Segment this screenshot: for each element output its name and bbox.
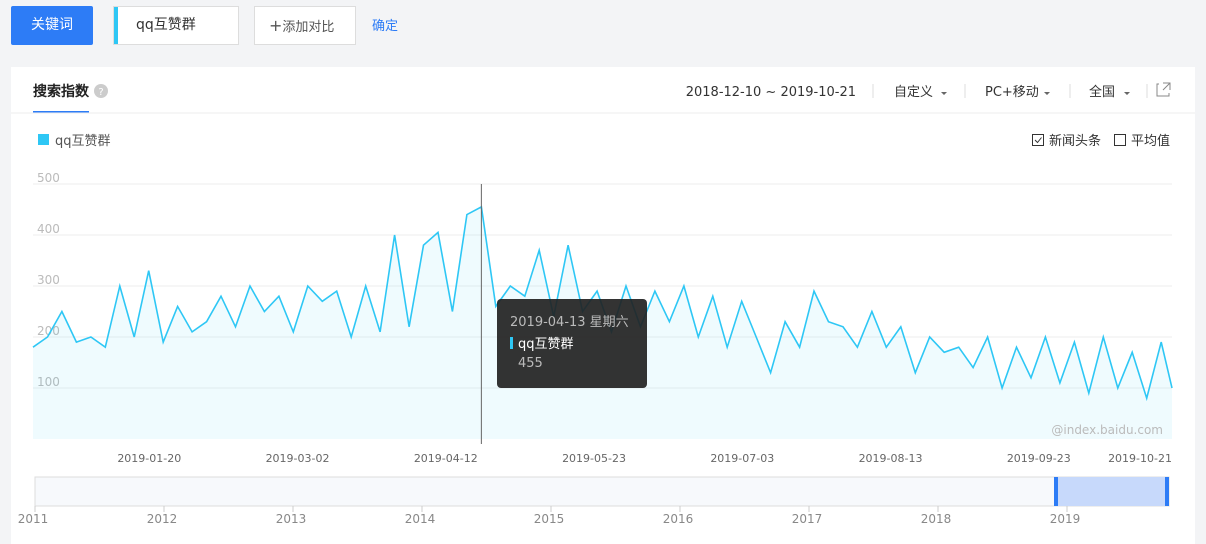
x-tick-label: 2019-03-02 — [266, 452, 330, 465]
tooltip — [497, 299, 647, 388]
x-tick-label: 2019-01-20 — [117, 452, 181, 465]
y-tick-label: 400 — [37, 222, 60, 236]
navigator-year: 2016 — [663, 512, 694, 526]
tab[interactable]: 搜索指数 — [33, 83, 90, 100]
export-icon[interactable] — [1156, 82, 1171, 97]
date-range[interactable]: 2018-12-10 ~ 2019-10-21 — [686, 85, 856, 100]
y-tick-label: 300 — [37, 273, 60, 287]
check-mark — [1034, 137, 1042, 144]
tooltip-value: 455 — [518, 356, 543, 371]
option-average[interactable]: 平均值 — [1131, 133, 1170, 149]
x-tick-label: 2019-07-03 — [710, 452, 774, 465]
checkbox-news[interactable] — [1032, 134, 1044, 146]
navigator-year: 2017 — [792, 512, 823, 526]
option-news[interactable]: 新闻头条 — [1049, 133, 1101, 149]
keyword-color — [114, 7, 118, 44]
navigator-handle[interactable] — [1165, 477, 1169, 506]
tooltip-swatch — [510, 337, 513, 349]
navigator-year: 2015 — [534, 512, 565, 526]
keyword: qq互赞群 — [136, 17, 196, 33]
x-tick-label: 2019-08-13 — [859, 452, 923, 465]
plus-icon: + — [269, 16, 283, 35]
y-tick-label: 500 — [37, 171, 60, 185]
region[interactable]: 全国 — [1089, 84, 1115, 100]
navigator-selection[interactable] — [1057, 477, 1168, 506]
help-icon[interactable] — [94, 84, 108, 98]
device[interactable]: PC+移动 — [985, 85, 1039, 100]
navigator-year: 2011 — [18, 512, 49, 526]
y-tick-label: 100 — [37, 375, 60, 389]
navigator-year: 2014 — [405, 512, 436, 526]
keyword-box[interactable]: qq互赞群 — [113, 6, 239, 45]
period[interactable]: 自定义 — [894, 85, 933, 100]
navigator-year: 2013 — [276, 512, 307, 526]
legend-label[interactable]: qq互赞群 — [55, 134, 111, 149]
legend-swatch — [38, 134, 49, 145]
tab-underline — [33, 111, 89, 113]
tooltip-date: 2019-04-13 星期六 — [510, 315, 629, 330]
x-tick-label: 2019-05-23 — [562, 452, 626, 465]
confirm[interactable]: 确定 — [372, 19, 399, 34]
add-compare-label: 添加对比 — [282, 20, 335, 35]
navigator-year: 2019 — [1050, 512, 1081, 526]
navigator[interactable] — [34, 476, 1170, 507]
navigator-handle[interactable] — [1054, 477, 1058, 506]
watermark: @index.baidu.com — [1051, 423, 1163, 437]
y-tick-label: 200 — [37, 324, 60, 338]
tooltip-series: qq互赞群 — [518, 337, 574, 352]
navigator-year: 2018 — [921, 512, 952, 526]
x-tick-label: 2019-09-23 — [1007, 452, 1071, 465]
add-compare[interactable]: +添加对比 — [254, 6, 356, 45]
x-tick-label: 2019-04-12 — [414, 452, 478, 465]
navigator-year: 2012 — [147, 512, 178, 526]
separators — [872, 84, 1148, 98]
x-tick-label: 2019-10-21 — [1108, 452, 1172, 465]
help-mark: ? — [98, 87, 103, 98]
checkbox-average[interactable] — [1114, 134, 1126, 146]
keyword-button[interactable]: 关键词 — [11, 6, 93, 45]
